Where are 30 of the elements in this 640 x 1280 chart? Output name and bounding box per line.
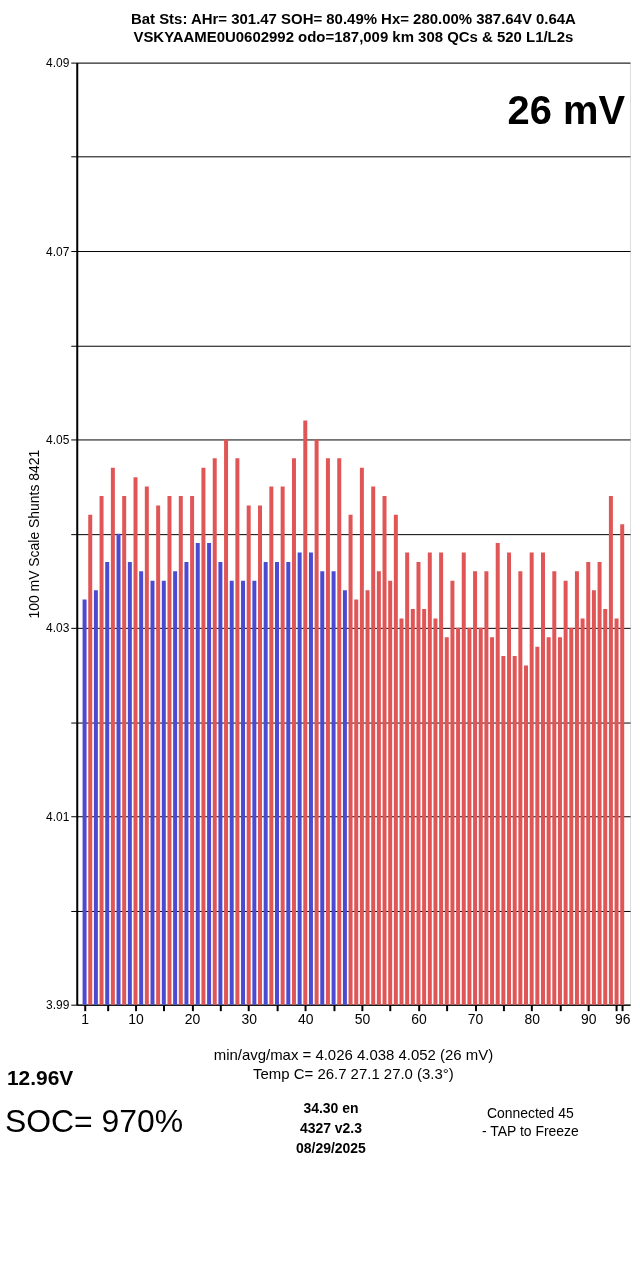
x-tick-label: 96 [614,1011,631,1028]
chart-subtitle: VSKYAAME0U0602992 odo=187,009 km 308 QCs & 520 L1/L2s [133,27,574,45]
x-tick-label: 90 [581,1011,597,1028]
y-tick-label: 4.01 [46,809,70,824]
text: min/avg/max = 4.026 4.038 4.052 (26 mV) [213,1045,494,1063]
x-tick-label: 40 [298,1011,314,1028]
x-tick-label: 50 [354,1011,371,1028]
text: 34.30 en [303,1100,359,1117]
chart-title: Bat Sts: AHr= 301.47 SOH= 80.49% Hx= 280.00% 387.64V 0.64A [130,9,577,27]
x-tick-label: 80 [524,1011,541,1028]
x-tick-label: 20 [184,1011,201,1028]
x-tick-label: 10 [128,1011,144,1028]
text: SOC= 970% [4,1103,184,1140]
y-tick-label: 4.09 [46,56,70,71]
x-tick-label: 60 [411,1011,427,1028]
x-tick-label: 70 [467,1011,484,1028]
x-tick-label: 30 [241,1011,258,1028]
y-tick-label: 4.05 [46,432,70,447]
annotation: 26 mV [507,88,626,133]
y-axis-title: 100 mV Scale Shunts 8421 [26,449,43,619]
text: Connected 45 [486,1105,574,1122]
text: 08/29/2025 [296,1140,367,1157]
x-tick-label: 1 [81,1011,90,1028]
text: Temp C= 26.7 27.1 27.0 (3.3°) [253,1065,454,1083]
y-tick-label: 4.03 [46,621,70,636]
y-tick-label: 3.99 [46,998,70,1013]
text: 12.96V [6,1066,74,1090]
y-tick-label: 4.07 [46,244,70,259]
text: 4327 v2.3 [299,1120,363,1137]
text: - TAP to Freeze [481,1123,579,1140]
